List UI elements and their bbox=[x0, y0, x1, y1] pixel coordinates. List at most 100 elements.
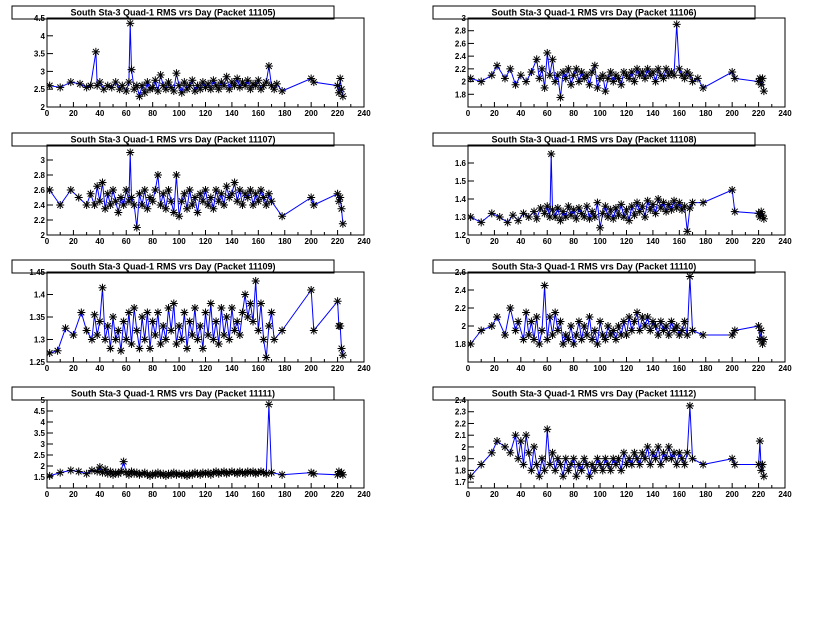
x-tick-label: 120 bbox=[620, 237, 634, 246]
chart-title-box bbox=[432, 5, 756, 20]
y-tick-label: 2 bbox=[41, 462, 46, 471]
chart-title: South Sta-3 Quad-1 RMS vrs Day (Packet 1… bbox=[492, 262, 697, 272]
data-point bbox=[175, 81, 184, 90]
data-point bbox=[580, 213, 589, 221]
chart-panel-8: South Sta-3 Quad-1 RMS vrs Day (Packet 1… bbox=[432, 386, 792, 499]
data-point bbox=[601, 335, 610, 344]
data-point bbox=[548, 331, 557, 339]
data-point bbox=[693, 74, 702, 83]
data-point bbox=[238, 201, 247, 209]
x-tick-label: 60 bbox=[543, 490, 552, 499]
y-tick-label: 1.6 bbox=[455, 159, 467, 168]
data-point bbox=[511, 326, 520, 335]
data-point bbox=[135, 189, 144, 198]
data-point bbox=[309, 326, 318, 335]
series-group bbox=[468, 401, 768, 481]
data-point bbox=[109, 186, 118, 194]
data-point bbox=[188, 201, 197, 209]
data-point bbox=[561, 331, 570, 339]
data-point bbox=[167, 326, 176, 335]
chart-title: South Sta-3 Quad-1 RMS vrs Day (Packet 1… bbox=[70, 262, 275, 272]
data-point bbox=[198, 197, 207, 206]
data-point bbox=[188, 331, 197, 339]
data-point bbox=[338, 219, 347, 228]
series-group bbox=[468, 272, 768, 348]
data-point bbox=[680, 460, 689, 469]
chart-title-box bbox=[432, 132, 756, 147]
data-point bbox=[66, 466, 75, 475]
x-tick-label: 200 bbox=[725, 490, 739, 499]
data-point bbox=[643, 196, 652, 205]
data-point bbox=[516, 437, 525, 446]
y-tick-label: 4 bbox=[41, 418, 46, 427]
data-point bbox=[201, 308, 210, 317]
data-point bbox=[688, 454, 697, 463]
data-point bbox=[759, 335, 768, 344]
data-point bbox=[264, 189, 273, 198]
data-point bbox=[122, 335, 131, 344]
data-point bbox=[151, 331, 160, 339]
data-point bbox=[193, 208, 202, 217]
data-point bbox=[556, 93, 565, 102]
data-point bbox=[111, 335, 120, 344]
data-point bbox=[536, 204, 545, 212]
data-point bbox=[543, 425, 552, 434]
data-point bbox=[468, 74, 475, 83]
x-tick-label: 200 bbox=[304, 109, 318, 118]
data-point bbox=[214, 85, 223, 94]
data-point bbox=[511, 431, 520, 440]
x-tick-label: 40 bbox=[516, 490, 525, 499]
data-point bbox=[196, 322, 205, 330]
data-point bbox=[596, 223, 605, 232]
data-point bbox=[217, 189, 226, 198]
x-tick-label: 60 bbox=[122, 109, 131, 118]
data-point bbox=[487, 209, 496, 218]
x-tick-label: 160 bbox=[673, 237, 687, 246]
x-tick-label: 220 bbox=[752, 237, 766, 246]
data-point bbox=[337, 344, 346, 353]
x-tick-label: 240 bbox=[778, 490, 792, 499]
data-point bbox=[519, 460, 528, 469]
data-point bbox=[468, 340, 475, 348]
data-point bbox=[256, 186, 265, 194]
data-point bbox=[635, 460, 644, 469]
data-point bbox=[685, 272, 694, 281]
data-point bbox=[625, 454, 634, 463]
data-point bbox=[337, 204, 346, 213]
data-point bbox=[596, 460, 605, 469]
y-tick-label: 1.4 bbox=[455, 195, 467, 204]
data-point bbox=[119, 201, 128, 209]
data-point bbox=[553, 71, 562, 80]
data-point bbox=[588, 335, 597, 344]
data-point bbox=[646, 326, 655, 335]
data-point bbox=[143, 308, 152, 317]
data-point bbox=[148, 83, 157, 92]
data-point bbox=[699, 460, 708, 469]
x-tick-label: 80 bbox=[148, 364, 157, 373]
data-point bbox=[651, 209, 660, 218]
data-point bbox=[91, 47, 100, 56]
data-point bbox=[336, 322, 345, 330]
x-tick-label: 220 bbox=[331, 490, 345, 499]
data-point bbox=[153, 86, 162, 95]
data-point bbox=[193, 335, 202, 344]
data-point bbox=[598, 466, 607, 475]
data-point bbox=[524, 448, 533, 457]
data-point bbox=[540, 83, 549, 92]
data-point bbox=[619, 448, 628, 457]
data-point bbox=[532, 214, 541, 223]
data-point bbox=[582, 71, 591, 80]
data-point bbox=[500, 331, 509, 339]
y-tick-label: 4.5 bbox=[34, 407, 46, 416]
x-tick-label: 80 bbox=[148, 490, 157, 499]
data-point bbox=[630, 317, 639, 326]
data-point bbox=[545, 460, 554, 469]
data-point bbox=[307, 193, 316, 202]
x-tick-label: 80 bbox=[148, 109, 157, 118]
data-point bbox=[582, 331, 591, 339]
series-group bbox=[47, 19, 347, 101]
data-point bbox=[249, 201, 258, 209]
y-tick-label: 1.45 bbox=[29, 268, 45, 277]
data-point bbox=[685, 204, 694, 212]
data-point bbox=[177, 197, 186, 206]
